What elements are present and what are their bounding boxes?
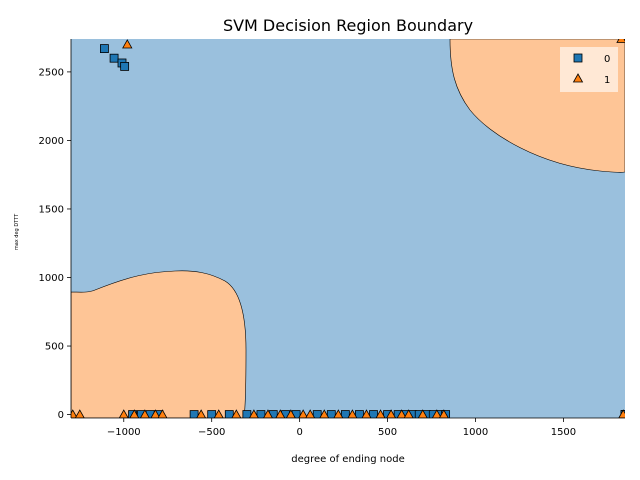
y-tick-label: 0 bbox=[58, 410, 64, 421]
point-class-0 bbox=[242, 410, 252, 418]
point-class-0 bbox=[207, 410, 217, 418]
legend-box bbox=[560, 47, 618, 92]
point-class-1 bbox=[263, 409, 273, 418]
point-class-1 bbox=[248, 409, 259, 418]
point-class-0 bbox=[100, 44, 109, 53]
point-class-1 bbox=[438, 409, 449, 418]
point-class-0 bbox=[312, 410, 322, 418]
point-class-1 bbox=[417, 409, 428, 418]
point-class-0 bbox=[340, 410, 350, 418]
plot-area bbox=[71, 39, 625, 418]
point-class-0 bbox=[326, 410, 336, 418]
point-class-0 bbox=[369, 410, 378, 418]
x-tick-label: −1000 bbox=[107, 427, 141, 438]
point-class-1 bbox=[157, 409, 168, 418]
y-tick-label: 500 bbox=[45, 342, 64, 353]
point-class-1 bbox=[275, 409, 286, 418]
point-class-1 bbox=[74, 409, 85, 418]
legend-marker-class-1 bbox=[572, 73, 584, 83]
x-axis-label: degree of ending node bbox=[291, 454, 404, 465]
legend-marker-class-0 bbox=[573, 53, 583, 63]
point-class-1 bbox=[319, 409, 330, 418]
point-class-1 bbox=[122, 39, 133, 49]
point-class-1 bbox=[375, 409, 386, 418]
y-axis-label: max deg DTTT bbox=[14, 213, 20, 250]
point-class-1 bbox=[361, 409, 372, 418]
point-class-0 bbox=[256, 410, 266, 418]
point-class-1 bbox=[139, 409, 150, 418]
scatter-markers bbox=[71, 39, 625, 418]
y-ticks: 0 500 1000 1500 2000 2500 bbox=[39, 67, 71, 421]
y-tick-label: 1500 bbox=[39, 204, 64, 215]
legend-label-class-0: 0 bbox=[604, 54, 610, 65]
point-class-0 bbox=[224, 410, 234, 418]
point-class-1 bbox=[196, 409, 207, 418]
x-tick-label: 0 bbox=[296, 427, 302, 438]
x-tick-label: 1500 bbox=[551, 427, 576, 438]
x-tick-label: −500 bbox=[198, 427, 225, 438]
point-class-0 bbox=[120, 62, 130, 71]
point-class-1 bbox=[71, 409, 78, 418]
point-class-1 bbox=[431, 409, 442, 418]
point-class-1 bbox=[298, 409, 309, 418]
x-tick-label: 500 bbox=[378, 427, 397, 438]
point-class-1 bbox=[333, 409, 344, 418]
point-class-1 bbox=[347, 409, 358, 418]
point-class-1 bbox=[129, 409, 140, 418]
point-class-0 bbox=[355, 410, 364, 418]
legend-label-class-1: 1 bbox=[604, 75, 610, 86]
chart-title: SVM Decision Region Boundary bbox=[223, 16, 473, 35]
legend: 0 1 bbox=[560, 47, 618, 92]
point-class-0 bbox=[109, 53, 119, 63]
x-tick-label: 1000 bbox=[463, 427, 488, 438]
point-class-1 bbox=[616, 39, 625, 43]
decision-region-class-1-lower-left bbox=[71, 270, 247, 418]
y-tick-label: 1000 bbox=[39, 273, 64, 284]
point-class-1 bbox=[231, 409, 242, 418]
point-class-1 bbox=[396, 409, 407, 418]
point-class-1 bbox=[118, 409, 129, 418]
point-class-1 bbox=[213, 409, 224, 418]
y-tick-label: 2000 bbox=[39, 136, 64, 147]
point-class-1 bbox=[618, 409, 625, 418]
x-ticks: −1000 −500 0 500 1000 1500 bbox=[107, 418, 576, 438]
point-class-1 bbox=[305, 409, 316, 418]
point-class-0 bbox=[189, 410, 199, 418]
axes: −1000 −500 0 500 1000 1500 0 500 1000 1500 2000 25… bbox=[39, 39, 625, 438]
y-tick-label: 2500 bbox=[39, 67, 64, 78]
point-class-1 bbox=[285, 409, 296, 418]
point-class-1 bbox=[403, 409, 414, 418]
point-class-1 bbox=[386, 409, 397, 418]
point-class-1 bbox=[150, 409, 161, 418]
